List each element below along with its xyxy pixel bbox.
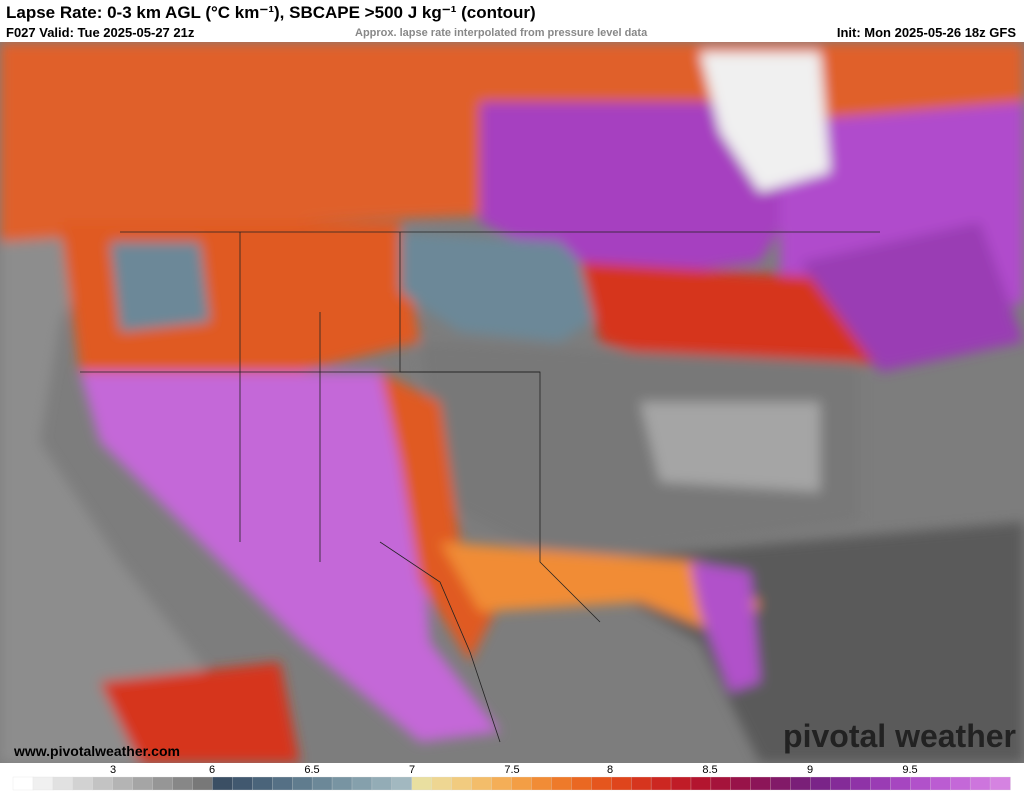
color-swatch: [411, 776, 433, 791]
color-swatch: [92, 776, 114, 791]
color-swatch: [770, 776, 792, 791]
color-swatch: [491, 776, 513, 791]
color-swatch: [311, 776, 333, 791]
color-swatch: [551, 776, 572, 791]
color-swatch: [152, 776, 174, 791]
watermark: pivotal weather: [783, 718, 1016, 754]
color-swatch: [870, 776, 892, 791]
color-swatch: [272, 776, 293, 791]
color-swatch: [910, 776, 931, 791]
colorbar-tick-label: 7: [409, 764, 415, 776]
color-swatch: [451, 776, 473, 791]
colorbar-tick-label: 3: [110, 764, 116, 776]
color-swatch: [531, 776, 553, 791]
colorbar-tick-label: 8.5: [702, 764, 717, 776]
color-swatch: [32, 776, 54, 791]
color-swatch: [132, 776, 154, 791]
color-swatch: [112, 776, 134, 791]
color-swatch: [331, 776, 353, 791]
color-swatch: [930, 776, 951, 791]
colorbar: 3 6 6.5 7 7.5 8 8.5 9 9.5: [12, 764, 1011, 791]
color-swatch: [690, 776, 712, 791]
colorbar-tick-label: 9: [807, 764, 813, 776]
color-swatch: [172, 776, 194, 791]
color-swatch: [371, 776, 393, 791]
color-swatch: [72, 776, 94, 791]
color-swatch: [790, 776, 812, 791]
color-swatch: [431, 776, 453, 791]
field: [0, 42, 1024, 763]
init-time: Init: Mon 2025-05-26 18z GFS: [836, 25, 1016, 40]
borders: [80, 231, 880, 743]
color-swatch: [650, 776, 672, 791]
colorbar-tick-label: 6: [209, 764, 215, 776]
color-swatch: [511, 776, 533, 791]
color-swatch: [591, 776, 612, 791]
color-swatch: [192, 776, 214, 791]
color-swatch: [810, 776, 832, 791]
color-swatch: [471, 776, 493, 791]
color-swatch: [750, 776, 772, 791]
color-swatch: [611, 776, 632, 791]
color-swatch: [969, 776, 991, 791]
color-swatch: [351, 776, 373, 791]
note: Approx. lapse rate interpolated from pre…: [355, 27, 648, 39]
website: www.pivotalweather.com: [13, 743, 180, 759]
color-swatch: [710, 776, 732, 791]
color-swatch: [670, 776, 692, 791]
color-swatch: [232, 776, 253, 791]
color-swatch: [12, 776, 34, 791]
color-swatch: [52, 776, 74, 791]
color-swatch: [989, 776, 1011, 791]
color-swatch: [292, 776, 313, 791]
color-swatch: [890, 776, 911, 791]
color-swatch: [391, 776, 413, 791]
colorbar-tick-label: 7.5: [504, 764, 519, 776]
color-swatch: [830, 776, 852, 791]
color-swatch: [630, 776, 652, 791]
map: www.pivotalweather.com pivotal weather: [0, 42, 1024, 763]
colorbar-tick-label: 6.5: [304, 764, 319, 776]
colorbar-tick-label: 8: [607, 764, 613, 776]
title: Lapse Rate: 0-3 km AGL (°C km⁻¹), SBCAPE…: [6, 3, 536, 22]
color-swatch: [571, 776, 592, 791]
color-swatch: [730, 776, 752, 791]
valid-time: F027 Valid: Tue 2025-05-27 21z: [6, 25, 195, 40]
colorbar-tick-label: 9.5: [902, 764, 917, 776]
color-swatch: [212, 776, 233, 791]
color-swatch: [950, 776, 971, 791]
color-swatch: [850, 776, 872, 791]
color-swatch: [252, 776, 273, 791]
